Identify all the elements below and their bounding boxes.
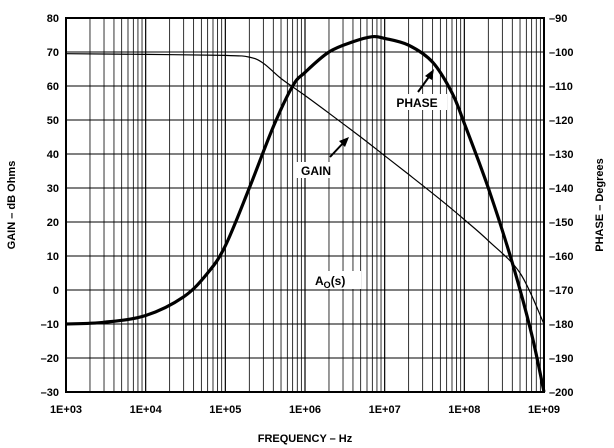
- y-right-tick-label: –160: [549, 251, 573, 263]
- y-right-tick-label: –120: [549, 115, 573, 127]
- y-right-tick-label: –130: [549, 149, 573, 161]
- phase-arrow-head: [425, 69, 434, 80]
- gain-series-line: [65, 53, 545, 325]
- x-tick-label: 1E+04: [130, 404, 163, 416]
- series-group: [65, 34, 546, 393]
- y-left-tick-label: –20: [41, 353, 59, 365]
- gain-annotation: GAIN: [296, 137, 349, 178]
- y-axis-right-label: PHASE – Degrees: [594, 158, 606, 252]
- gain-label-bg: [296, 162, 336, 178]
- y-left-tick-label: 40: [47, 149, 59, 161]
- y-right-tick-label: –170: [549, 285, 573, 297]
- grid: [65, 17, 544, 393]
- y-right-tick-label: –190: [549, 353, 573, 365]
- ao-label-bg: [311, 271, 361, 289]
- y-left-tick-label: –10: [41, 319, 59, 331]
- gain-label: GAIN: [301, 164, 331, 178]
- ao-annotation: AO(s): [311, 271, 361, 290]
- y-left-tick-label: –30: [41, 387, 59, 399]
- plot-frame: [65, 17, 545, 393]
- x-tick-label: 1E+05: [209, 404, 241, 416]
- x-tick-label: 1E+09: [528, 404, 560, 416]
- ao-label: AO(s): [315, 274, 345, 290]
- y-right-tick-label: –180: [549, 319, 573, 331]
- y-left-tick-label: 50: [47, 115, 59, 127]
- y-left-tick-label: 0: [53, 285, 59, 297]
- phase-label-bg: [387, 94, 447, 110]
- ao-label-main: A: [315, 274, 324, 288]
- y-left-tick-label: 30: [47, 183, 59, 195]
- gain-arrow-head: [339, 137, 349, 147]
- y-axis-left-label: GAIN – dB Ohms: [6, 161, 18, 250]
- y-left-tick-label: 60: [47, 81, 59, 93]
- phase-label: PHASE: [396, 96, 437, 110]
- x-tick-label: 1E+03: [50, 404, 82, 416]
- x-tick-label: 1E+08: [448, 404, 480, 416]
- x-tick-label: 1E+06: [289, 404, 321, 416]
- phase-series-line: [65, 34, 546, 393]
- y-right-tick-label: –150: [549, 217, 573, 229]
- phase-annotation: PHASE: [387, 69, 447, 110]
- x-tick-label: 1E+07: [369, 404, 401, 416]
- y-left-tick-label: 20: [47, 217, 59, 229]
- ao-label-rest: (s): [331, 274, 346, 288]
- y-left-tick-label: 10: [47, 251, 59, 263]
- y-left-tick-label: 70: [47, 47, 59, 59]
- y-right-tick-label: –90: [549, 13, 567, 25]
- y-right-tick-label: –200: [549, 387, 573, 399]
- y-right-tick-label: –110: [549, 81, 573, 93]
- y-left-tick-label: 80: [47, 13, 59, 25]
- y-right-tick-label: –140: [549, 183, 573, 195]
- ao-label-subscript: O: [324, 280, 331, 290]
- y-right-tick-label: –100: [549, 47, 573, 59]
- tick-labels: 1E+03 1E+04 1E+05 1E+06 1E+07 1E+08 1E+09 80 70 6…: [41, 13, 574, 416]
- x-axis-label: FREQUENCY – Hz: [258, 433, 353, 445]
